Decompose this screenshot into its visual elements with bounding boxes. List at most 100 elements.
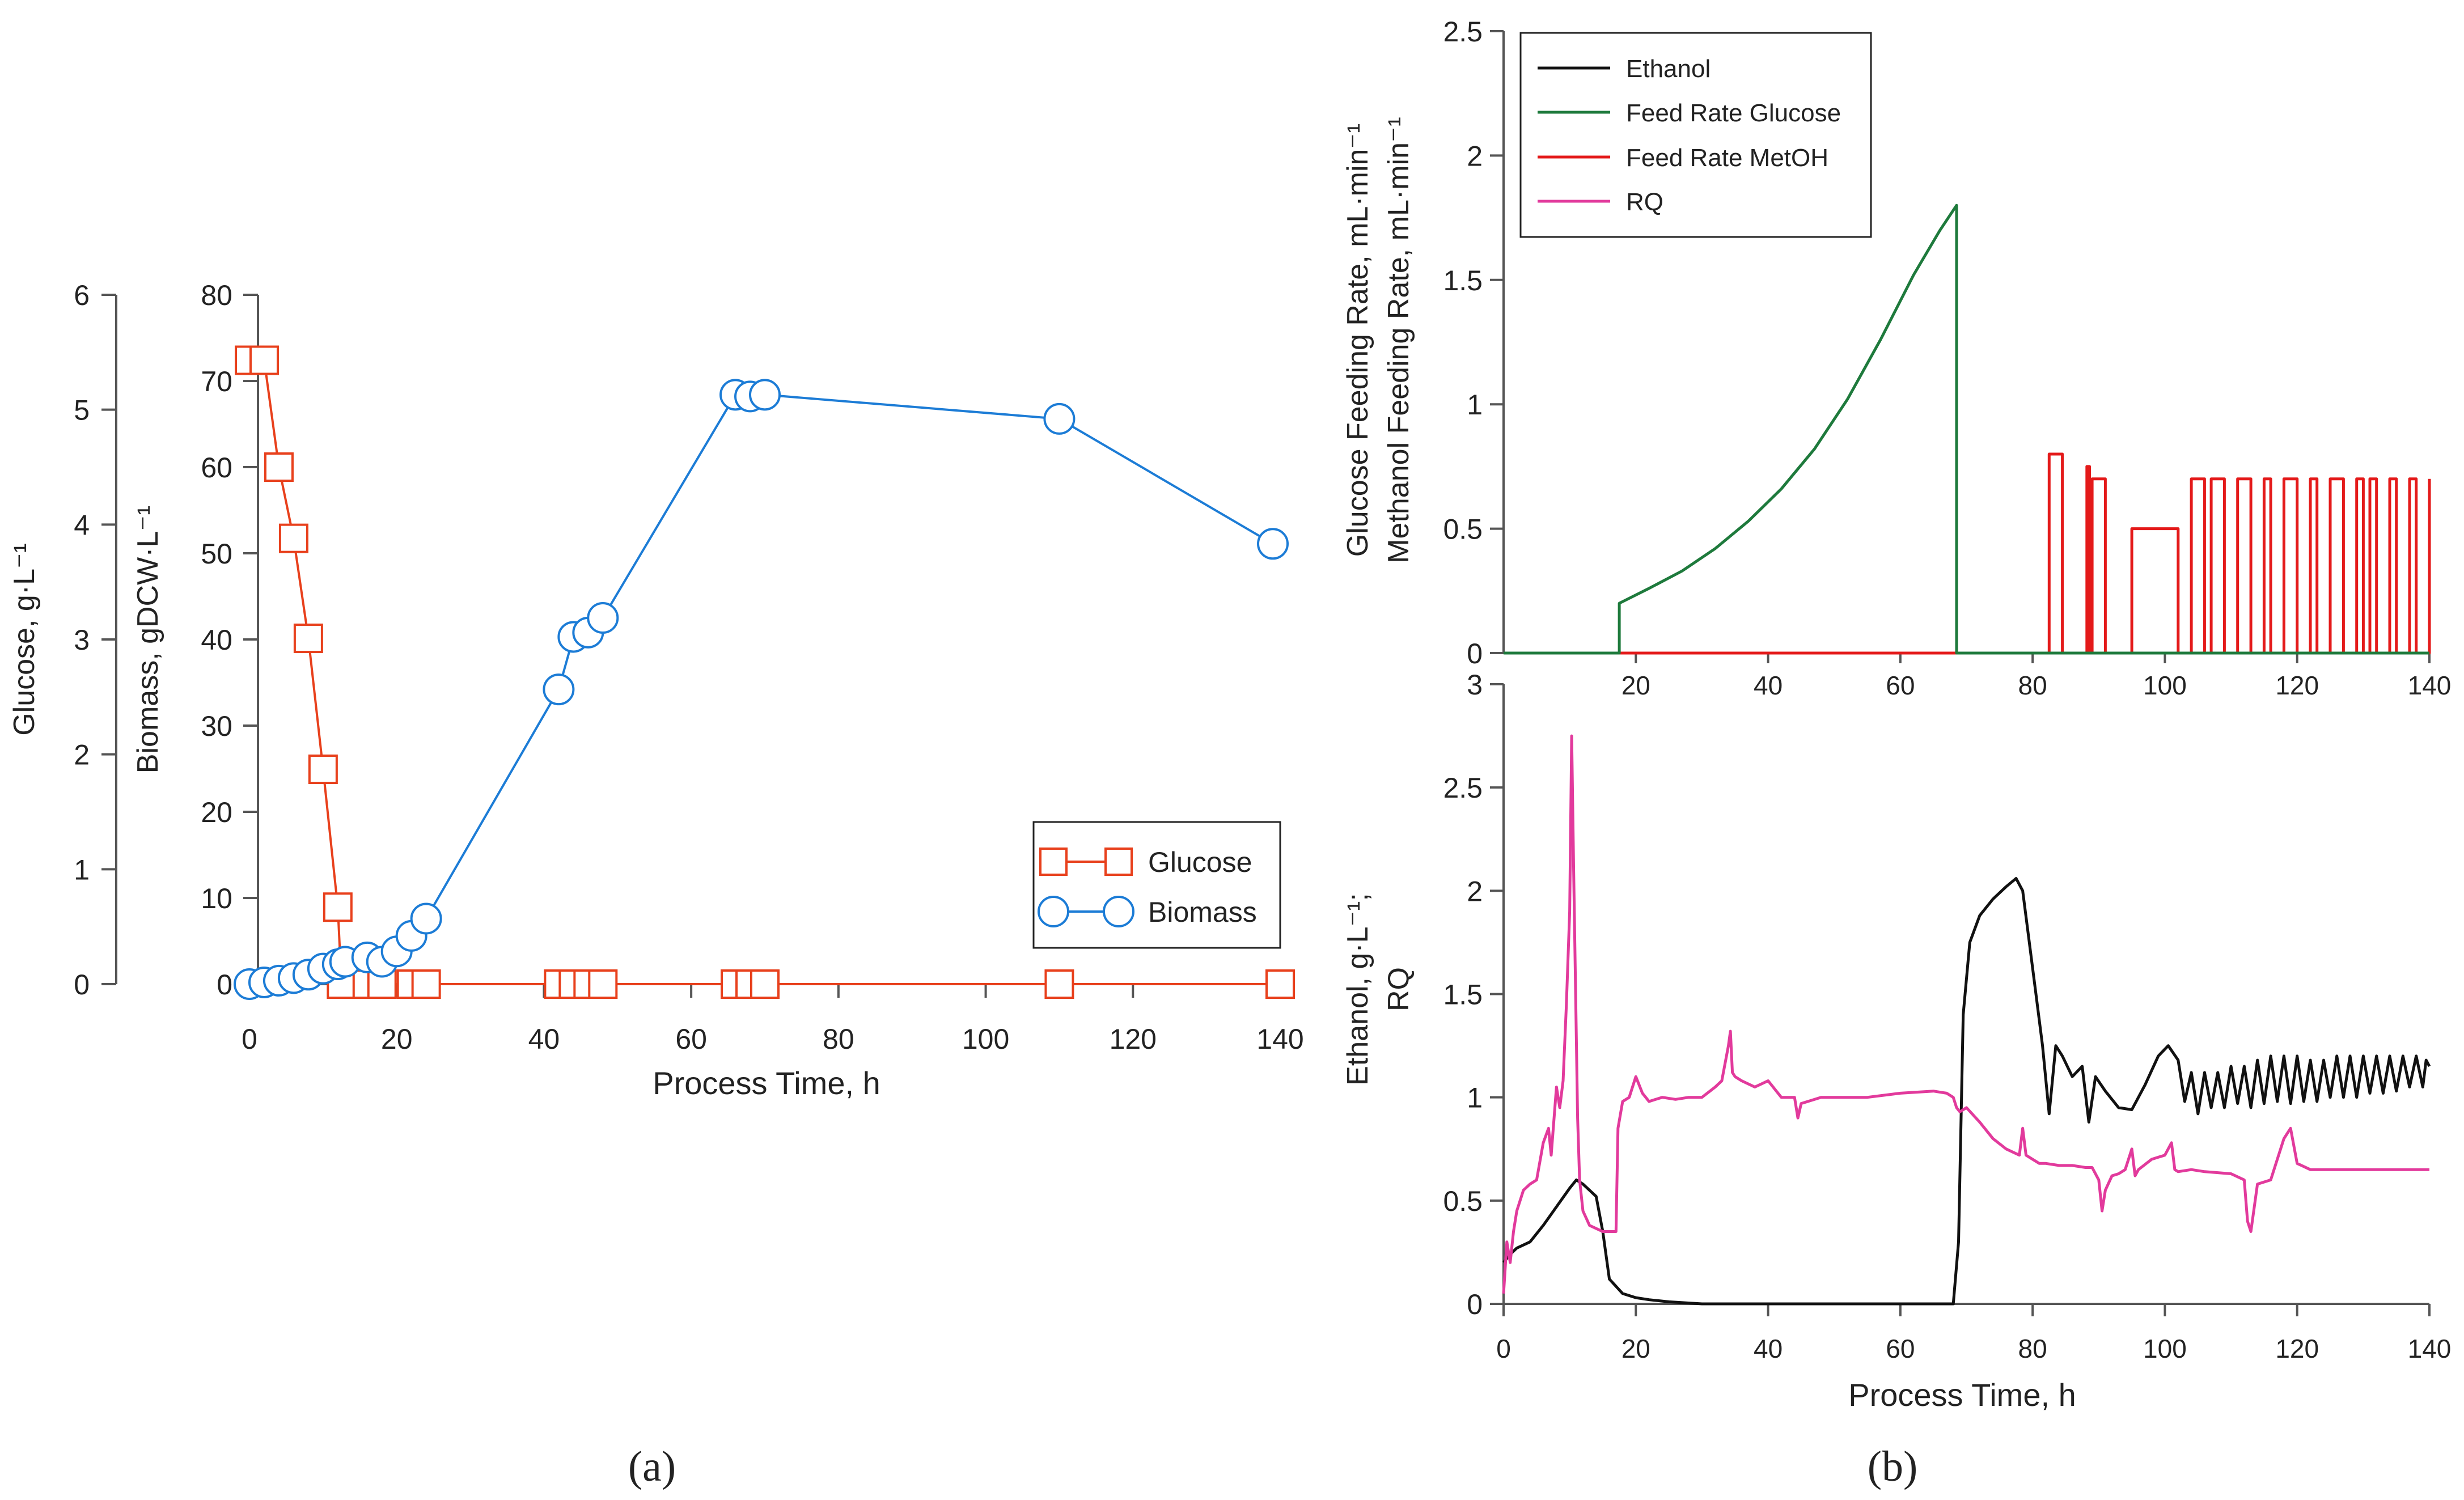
biomass-y-tick-label: 30 xyxy=(201,710,232,742)
ethanol-rq-x-ticks: 0 20 40 60 80 100 120 140 xyxy=(1496,1304,2451,1363)
biomass-y-axis-label: Biomass, gDCW·L⁻¹ xyxy=(132,506,164,773)
ethanol-rq-x-tick-label: 60 xyxy=(1886,1334,1915,1363)
ethanol-rq-x-tick-label: 100 xyxy=(2143,1334,2187,1363)
chart-a-x-tick-label: 40 xyxy=(528,1023,560,1055)
ethanol-rq-y-tick-label: 2.5 xyxy=(1443,772,1483,804)
ethanol-rq-x-tick-label: 0 xyxy=(1496,1334,1511,1363)
feed-rate-x-tick-label: 20 xyxy=(1622,671,1650,700)
chart-a-x-tick-label: 80 xyxy=(823,1023,854,1055)
feed-rate-x-tick-label: 120 xyxy=(2275,671,2319,700)
biomass-y-tick-label: 40 xyxy=(201,624,232,656)
ethanol-rq-x-tick-label: 120 xyxy=(2275,1334,2319,1363)
feed-rate-metoh-line xyxy=(1504,402,2431,655)
chart-a: 0 1 2 3 4 5 6 0 10 20 30 40 50 60 70 80 0 20 40 60 80 100 12… xyxy=(8,279,1304,1490)
glucose-y-tick-label: 1 xyxy=(74,854,90,885)
legend-glucose-marker-right xyxy=(1104,848,1133,876)
chart-a-x-ticks: 0 20 40 60 80 100 120 140 xyxy=(242,984,1304,1055)
feed-rate-y-tick-label: 1.5 xyxy=(1443,265,1483,296)
legend-feed-metoh-label: Feed Rate MetOH xyxy=(1626,144,1828,172)
chart-b-x-axis-label: Process Time, h xyxy=(1848,1377,2076,1413)
rq-line xyxy=(1502,734,2429,1294)
biomass-y-tick-label: 0 xyxy=(217,969,232,1001)
panel-label-b: (b) xyxy=(1868,1443,1918,1490)
chart-a-x-tick-label: 120 xyxy=(1110,1023,1157,1055)
chart-b-bottom: 0 0.5 1 1.5 2 2.5 3 0 20 40 60 80 100 120 140 Ethanol… xyxy=(1341,669,2451,1490)
glucose-point xyxy=(750,969,780,999)
legend-glucose-label: Glucose xyxy=(1148,846,1252,878)
chart-a-x-tick-label: 20 xyxy=(381,1023,413,1055)
chart-a-x-tick-label: 0 xyxy=(242,1023,257,1055)
chart-a-x-tick-label: 60 xyxy=(675,1023,707,1055)
biomass-y-tick-label: 20 xyxy=(201,796,232,828)
glucose-y-ticks: 0 1 2 3 4 5 6 xyxy=(74,279,116,1001)
legend-glucose-marker-left xyxy=(1039,848,1068,876)
feed-rate-y-tick-label: 2.5 xyxy=(1443,16,1483,48)
ethanol-rq-x-tick-label: 80 xyxy=(2018,1334,2047,1363)
glucose-y-tick-label: 2 xyxy=(74,739,90,771)
biomass-point xyxy=(543,673,575,706)
ethanol-rq-y-tick-label: 2 xyxy=(1467,875,1483,907)
glucose-point xyxy=(308,755,338,785)
feed-rate-y-tick-label: 1 xyxy=(1467,389,1483,421)
feed-rate-x-ticks: 20 40 60 80 100 120 140 xyxy=(1622,653,2451,700)
feed-rate-x-tick-label: 80 xyxy=(2018,671,2047,700)
legend-rq-label: RQ xyxy=(1626,188,1663,216)
feed-rate-x-tick-label: 100 xyxy=(2143,671,2187,700)
glucose-point xyxy=(367,969,397,999)
legend-biomass-marker-right xyxy=(1103,896,1134,927)
glucose-series xyxy=(235,345,1295,999)
biomass-y-ticks: 0 10 20 30 40 50 60 70 80 xyxy=(201,279,258,1001)
methanol-feeding-rate-axis-label: Methanol Feeding Rate, mL·min⁻¹ xyxy=(1382,117,1415,563)
ethanol-rq-y-tick-label: 0.5 xyxy=(1443,1185,1483,1217)
rq-axis-label: RQ xyxy=(1382,967,1415,1011)
glucose-y-tick-label: 6 xyxy=(74,279,90,311)
chart-a-x-tick-label: 140 xyxy=(1256,1023,1303,1055)
feed-rate-y-tick-label: 0 xyxy=(1467,638,1483,670)
ethanol-rq-y-tick-label: 0 xyxy=(1467,1289,1483,1320)
ethanol-rq-y-tick-label: 3 xyxy=(1467,669,1483,701)
feed-rate-y-ticks: 0 0.5 1 1.5 2 2.5 xyxy=(1443,16,1504,670)
glucose-point xyxy=(293,623,323,653)
legend-biomass-marker-left xyxy=(1038,896,1069,927)
glucose-y-tick-label: 0 xyxy=(74,969,90,1001)
biomass-y-tick-label: 70 xyxy=(201,366,232,397)
chart-a-legend: Glucose Biomass xyxy=(1032,821,1281,949)
chart-b-legend: Ethanol Feed Rate Glucose Feed Rate MetO… xyxy=(1519,32,1872,238)
chart-a-x-axis-label: Process Time, h xyxy=(653,1065,880,1101)
glucose-y-tick-label: 3 xyxy=(74,624,90,656)
glucose-y-tick-label: 4 xyxy=(74,509,90,541)
glucose-point xyxy=(249,345,279,375)
biomass-point xyxy=(587,602,619,634)
biomass-point xyxy=(410,902,442,935)
biomass-point xyxy=(1257,528,1289,560)
glucose-point xyxy=(1265,969,1295,999)
biomass-point xyxy=(749,379,781,411)
legend-biomass-label: Biomass xyxy=(1148,896,1257,928)
biomass-series xyxy=(234,379,1289,1000)
ethanol-rq-x-tick-label: 140 xyxy=(2408,1334,2452,1363)
ethanol-rq-y-tick-label: 1.5 xyxy=(1443,979,1483,1011)
biomass-y-tick-label: 60 xyxy=(201,452,232,484)
ethanol-axis-label: Ethanol, g·L⁻¹; xyxy=(1341,893,1374,1086)
feed-rate-glucose-line xyxy=(1504,204,2429,655)
feed-rate-series xyxy=(1504,204,2431,655)
biomass-y-tick-label: 10 xyxy=(201,883,232,914)
glucose-point xyxy=(278,523,308,553)
chart-a-legend-box xyxy=(1032,821,1281,949)
ethanol-rq-x-tick-label: 40 xyxy=(1754,1334,1783,1363)
biomass-point xyxy=(1043,402,1076,435)
ethanol-rq-y-ticks: 0 0.5 1 1.5 2 2.5 3 xyxy=(1443,669,1504,1320)
glucose-point xyxy=(323,892,353,922)
glucose-point xyxy=(588,969,618,999)
glucose-point xyxy=(411,969,441,999)
feed-rate-y-tick-label: 0.5 xyxy=(1443,514,1483,545)
biomass-y-tick-label: 80 xyxy=(201,279,232,311)
legend-ethanol-label: Ethanol xyxy=(1626,55,1711,83)
ethanol-rq-x-tick-label: 20 xyxy=(1622,1334,1650,1363)
chart-b-top: 0 0.5 1 1.5 2 2.5 20 40 60 80 100 120 140 Glucose F… xyxy=(1341,16,2451,700)
feed-rate-y-tick-label: 2 xyxy=(1467,140,1483,172)
panel-label-a: (a) xyxy=(628,1443,676,1490)
glucose-point xyxy=(1044,969,1074,999)
